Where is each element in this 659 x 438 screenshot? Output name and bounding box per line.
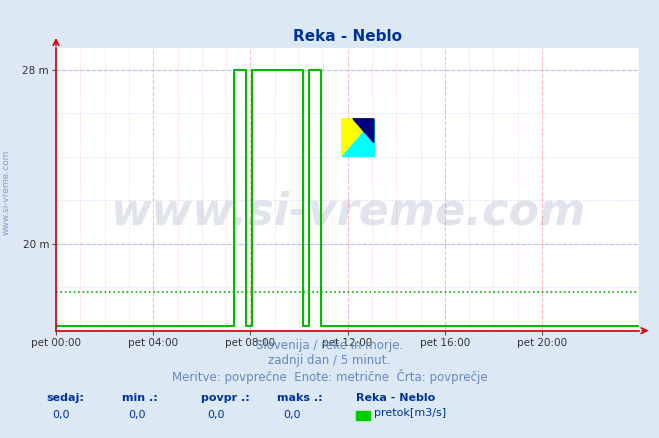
Text: 0,0: 0,0	[208, 410, 225, 420]
Text: sedaj:: sedaj:	[46, 393, 84, 403]
Text: min .:: min .:	[122, 393, 158, 403]
Polygon shape	[342, 119, 374, 155]
Text: Meritve: povprečne  Enote: metrične  Črta: povprečje: Meritve: povprečne Enote: metrične Črta:…	[172, 369, 487, 384]
Text: Slovenija / reke in morje.: Slovenija / reke in morje.	[256, 339, 403, 353]
Text: 0,0: 0,0	[283, 410, 301, 420]
Text: www.si-vreme.com: www.si-vreme.com	[110, 191, 585, 233]
Text: pretok[m3/s]: pretok[m3/s]	[374, 408, 446, 418]
Title: Reka - Neblo: Reka - Neblo	[293, 29, 402, 44]
Text: www.si-vreme.com: www.si-vreme.com	[2, 150, 11, 235]
Text: zadnji dan / 5 minut.: zadnji dan / 5 minut.	[268, 354, 391, 367]
Text: povpr .:: povpr .:	[201, 393, 250, 403]
Text: Reka - Neblo: Reka - Neblo	[356, 393, 435, 403]
Text: maks .:: maks .:	[277, 393, 322, 403]
Text: 0,0: 0,0	[129, 410, 146, 420]
Text: 0,0: 0,0	[53, 410, 71, 420]
Polygon shape	[353, 119, 374, 143]
Polygon shape	[342, 119, 374, 155]
